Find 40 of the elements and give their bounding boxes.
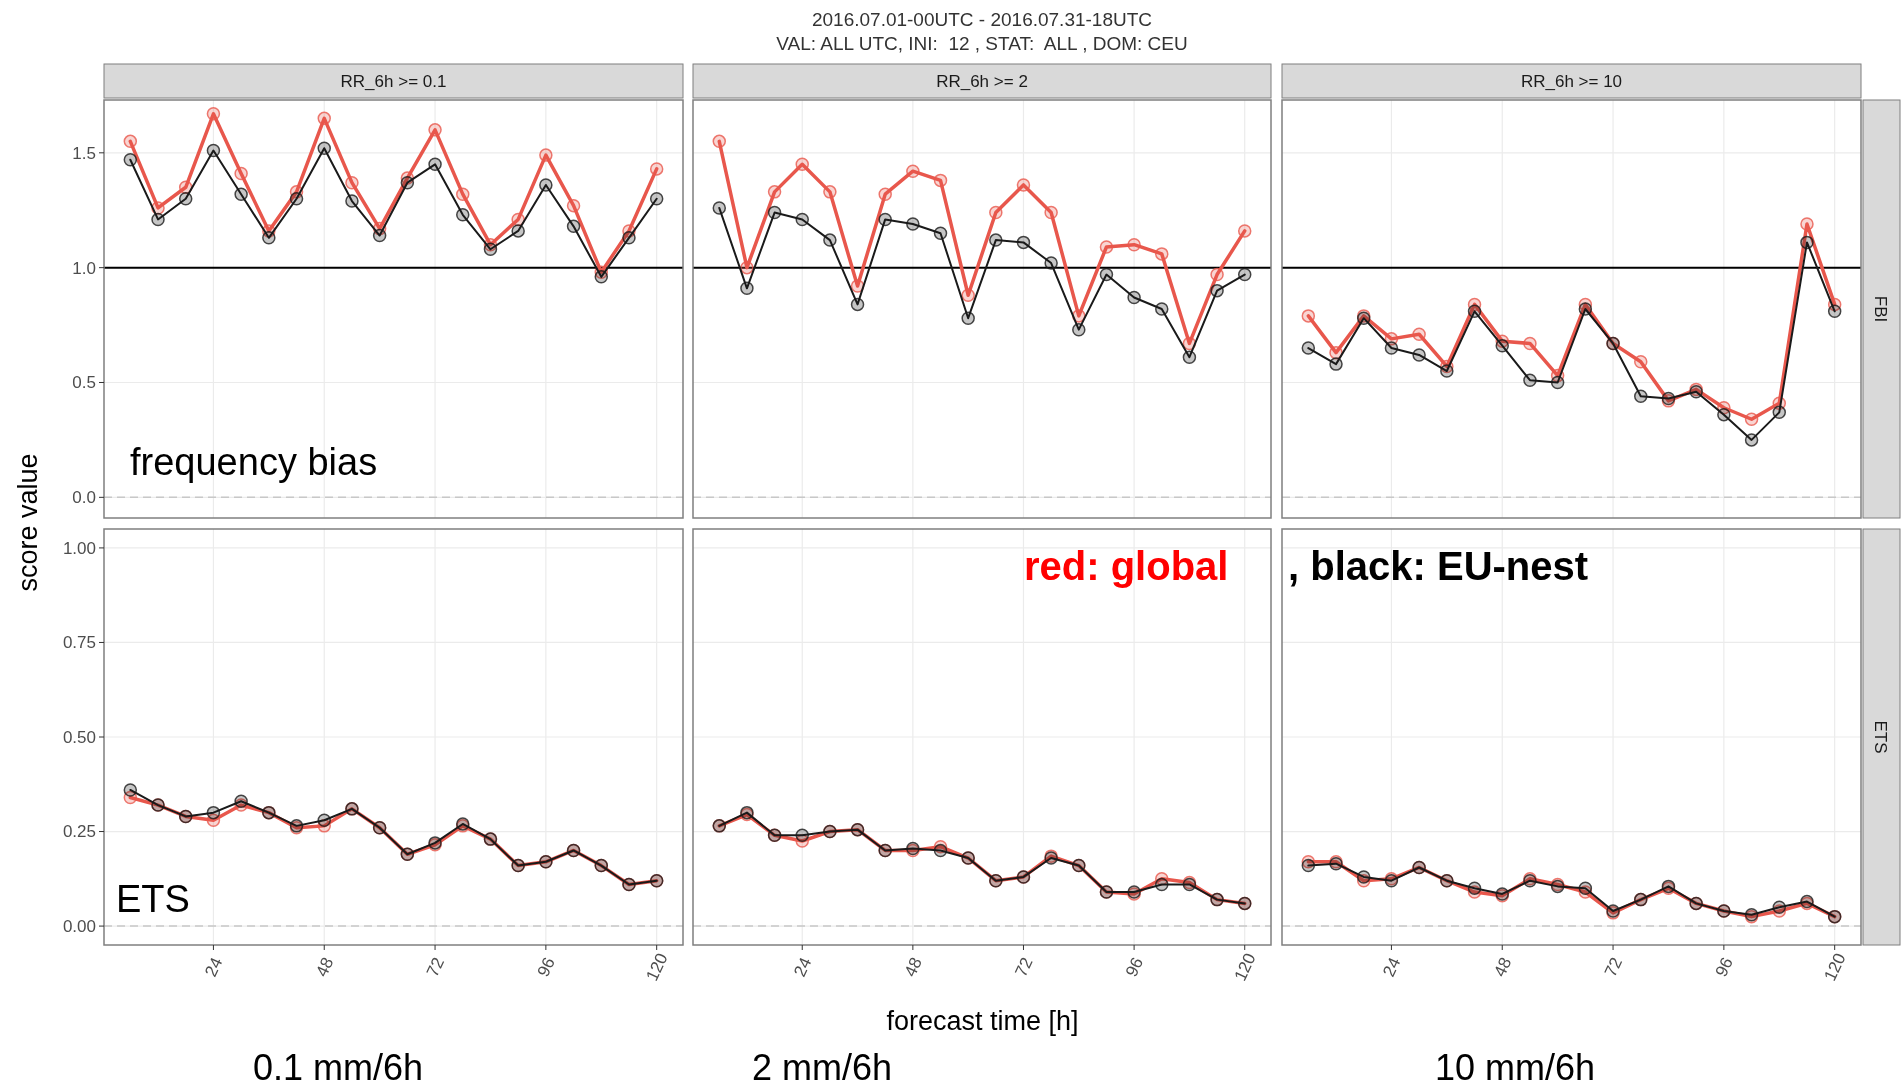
x-tick-label: 120 <box>1820 950 1850 985</box>
y-tick-label: 0.50 <box>62 727 96 747</box>
y2-axis-title: ETS <box>1871 720 1891 754</box>
x-tick-label: 96 <box>1121 954 1148 980</box>
y2-axis-title: FBI <box>1871 295 1891 323</box>
x-tick-label: 24 <box>1379 954 1405 980</box>
x-tick-label: 48 <box>1490 954 1516 980</box>
x-tick-label: 72 <box>1600 954 1627 980</box>
x-tick-label: 96 <box>1711 954 1737 980</box>
y-tick-label: 0.25 <box>62 822 96 842</box>
x-tick-label: 72 <box>1011 954 1037 980</box>
text: 10 mm/6h <box>1434 1047 1596 1088</box>
text: 2016.07.01-00UTC - 2016.07.31-18UTC <box>811 9 1153 30</box>
annotation: frequency bias <box>130 441 378 483</box>
x-tick-label: 72 <box>422 954 449 980</box>
y-tick-label: 0.75 <box>62 633 96 653</box>
x-tick-label: 24 <box>790 954 816 980</box>
y-tick-label: 0.00 <box>62 917 96 937</box>
x-tick-label: 48 <box>900 954 926 980</box>
x-tick-label: 120 <box>642 950 672 985</box>
x-tick-label: 48 <box>312 954 338 980</box>
chart-title: RR_6h >= 0.1 <box>340 71 447 91</box>
text: 0.1 mm/6h <box>252 1047 424 1088</box>
chart-title: RR_6h >= 2 <box>936 71 1028 91</box>
y-tick-label: 0.0 <box>72 488 96 508</box>
y-axis-title: score value <box>13 453 44 592</box>
text: 2 mm/6h <box>751 1047 893 1088</box>
y-tick-label: 1.5 <box>72 143 96 163</box>
annotation: red: global <box>1024 544 1229 588</box>
y-tick-label: 1.0 <box>72 258 96 278</box>
x-tick-label: 120 <box>1230 950 1260 985</box>
x-tick-label: 96 <box>533 954 559 980</box>
annotation: ETS <box>116 878 190 920</box>
y-tick-label: 1.00 <box>62 538 96 558</box>
chart-title: RR_6h >= 10 <box>1520 71 1623 91</box>
text: VAL: ALL UTC, INI: 12 , STAT: ALL , DOM: CEU <box>776 33 1188 54</box>
x-axis-title: forecast time [h] <box>886 1006 1079 1036</box>
annotation: , black: EU-nest <box>1288 544 1589 588</box>
x-tick-label: 24 <box>201 954 227 980</box>
y-tick-label: 0.5 <box>72 373 96 393</box>
